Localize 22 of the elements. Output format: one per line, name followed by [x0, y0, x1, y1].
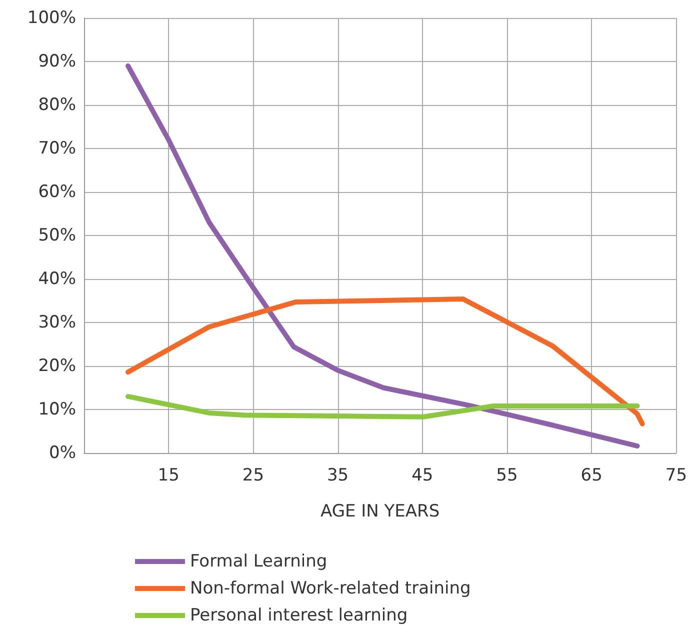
y-tick-label: 20%	[38, 356, 76, 376]
y-tick-label: 80%	[38, 95, 76, 115]
x-tick-label: 35	[326, 466, 349, 486]
legend-label: Formal Learning	[190, 552, 328, 572]
y-tick-label: 70%	[38, 138, 76, 158]
y-tick-label: 100%	[27, 8, 76, 28]
x-tick-label: 75	[665, 466, 688, 486]
y-tick-label: 0%	[49, 443, 76, 463]
x-tick-label: 45	[412, 466, 434, 486]
x-tick-label: 25	[242, 466, 264, 486]
y-tick-label: 10%	[38, 400, 76, 420]
y-tick-label: 30%	[38, 312, 76, 332]
x-tick-label: 65	[580, 466, 602, 486]
legend-label: Personal interest learning	[190, 606, 408, 626]
x-tick-label: 15	[158, 466, 180, 486]
y-tick-label: 50%	[38, 226, 76, 246]
x-tick-label: 55	[496, 466, 518, 486]
y-tick-label: 90%	[38, 52, 76, 72]
y-tick-label: 40%	[38, 269, 76, 289]
y-tick-label: 60%	[38, 182, 76, 202]
legend-label: Non-formal Work-related training	[190, 578, 471, 598]
x-axis-title: AGE IN YEARS	[320, 502, 440, 522]
